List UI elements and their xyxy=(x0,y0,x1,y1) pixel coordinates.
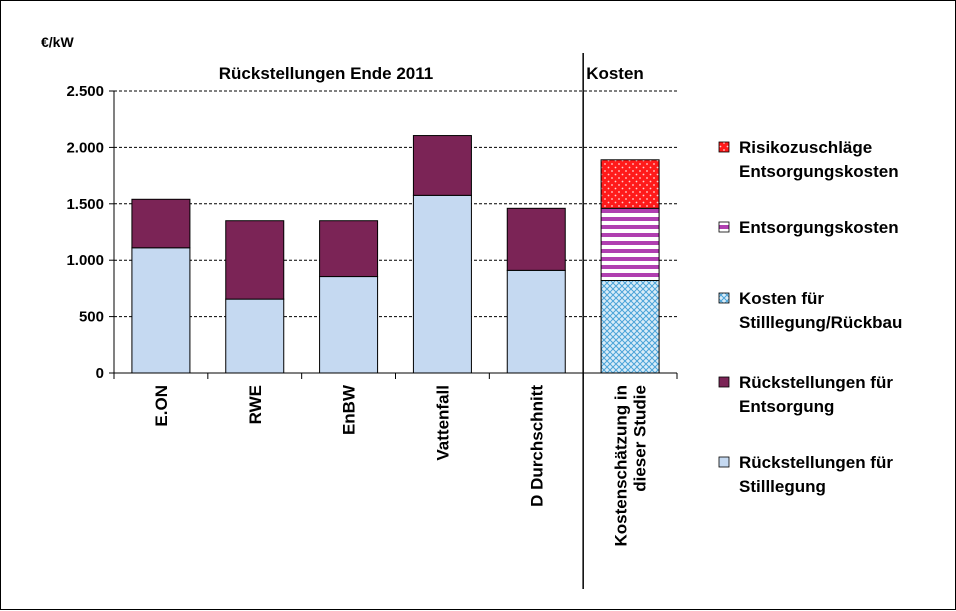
bar-segment xyxy=(506,207,566,271)
x-category-label: E.ON xyxy=(152,385,171,427)
y-tick-label: 1.000 xyxy=(66,252,104,269)
x-category-label: Kostenschätzung in xyxy=(612,385,631,547)
bar-segment xyxy=(506,269,566,374)
legend-label: Entsorgungskosten xyxy=(739,218,899,237)
legend-label: Stilllegung/Rückbau xyxy=(739,313,902,332)
x-category-label: EnBW xyxy=(340,384,359,435)
legend-label: Entsorgung xyxy=(739,397,834,416)
section-title-provisions: Rückstellungen Ende 2011 xyxy=(219,64,433,83)
legend-swatch xyxy=(718,292,730,304)
gridlines xyxy=(114,90,677,318)
bar-segment xyxy=(319,276,379,374)
section-title-costs: Kosten xyxy=(586,64,644,83)
x-category-label: RWE xyxy=(246,385,265,424)
bar-segment xyxy=(412,135,472,196)
y-axis-ticks: 0 500 1.000 1.500 2.000 2.500 xyxy=(66,83,114,382)
bar-segment xyxy=(225,298,285,374)
legend-label: Kosten für xyxy=(739,289,824,308)
bar-segment xyxy=(600,280,660,374)
y-tick-label: 2.000 xyxy=(66,139,104,156)
legend-label: Rückstellungen für xyxy=(739,453,893,472)
y-tick-label: 1.500 xyxy=(66,196,104,213)
legend-swatch xyxy=(718,221,730,233)
bar-segment xyxy=(225,220,285,300)
legend-label: Risikozuschläge xyxy=(739,138,872,157)
legend-label: Entsorgungskosten xyxy=(739,162,899,181)
x-category-label: dieser Studie xyxy=(631,385,650,492)
y-tick-label: 2.500 xyxy=(66,83,104,100)
bar-segment xyxy=(131,198,191,249)
bars xyxy=(131,135,660,374)
y-axis-unit-label: €/kW xyxy=(41,34,74,50)
axes xyxy=(113,53,678,589)
y-tick-label: 500 xyxy=(79,309,104,326)
bar-segment xyxy=(412,194,472,374)
legend-swatch xyxy=(718,376,730,388)
legend-swatch xyxy=(718,456,730,468)
legend-label: Rückstellungen für xyxy=(739,373,893,392)
legend-label: Stilllegung xyxy=(739,477,826,496)
bar-segment xyxy=(131,247,191,374)
x-axis-labels: E.ON RWE EnBW Vattenfall D Durchschnitt Koste… xyxy=(152,384,650,546)
bar-segment xyxy=(600,159,660,209)
bar-segment xyxy=(319,220,379,278)
legend: Risikozuschläge Entsorgungskosten Entsorgu… xyxy=(718,138,902,496)
x-category-label: D Durchschnitt xyxy=(527,385,546,507)
x-category-label: Vattenfall xyxy=(433,385,452,461)
y-tick-label: 0 xyxy=(96,365,104,382)
legend-swatch xyxy=(718,141,730,153)
bar-segment xyxy=(600,207,660,282)
